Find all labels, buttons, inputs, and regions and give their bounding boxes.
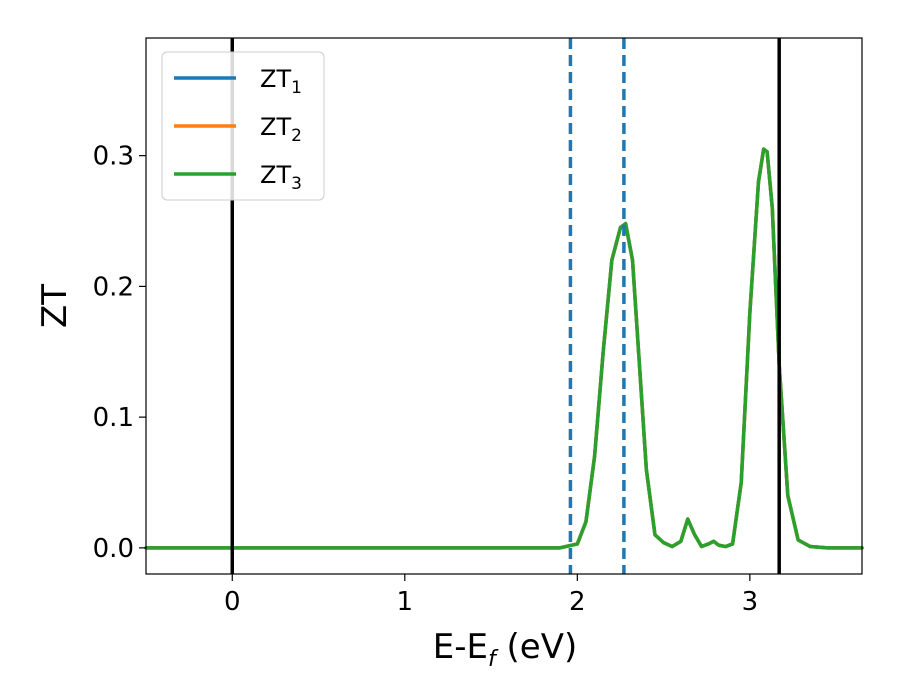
legend: ZT1 ZT2 ZT3 [161,51,325,201]
y-axis-label: ZT [35,284,75,328]
x-tick-label-2: 2 [569,587,586,617]
x-tick-label-0: 0 [224,587,241,617]
y-tick-label-2: 0.2 [93,272,134,302]
legend-entry-3: ZT3 [260,161,302,194]
plot-frame [145,37,863,575]
legend-entry-1: ZT1 [260,65,302,98]
y-tick-label-0: 0.0 [93,534,134,564]
legend-box [161,51,325,201]
x-tick-label-3: 3 [742,587,759,617]
axes-ticks: 0 1 2 3 0.0 0.1 0.2 0.3 [93,142,758,617]
y-tick-label-3: 0.3 [93,142,134,172]
x-axis-label-unit: (eV) [496,627,578,667]
x-axis-label-subscript: f [488,647,499,672]
x-axis-label: E-Ef (eV) [433,627,578,672]
legend-entry-2: ZT2 [260,113,302,146]
x-tick-label-1: 1 [397,587,414,617]
series-line-3 [144,147,864,550]
y-tick-label-1: 0.1 [93,403,134,433]
